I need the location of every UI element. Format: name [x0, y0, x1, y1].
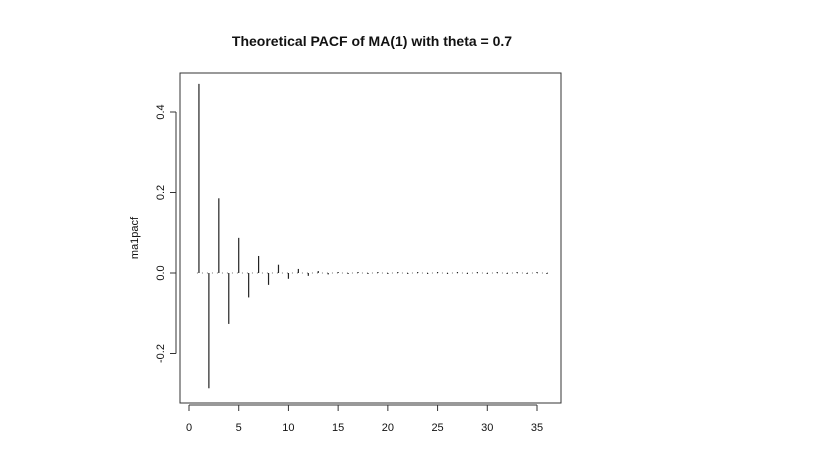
x-tick-label-15: 15 — [332, 422, 344, 434]
x-tick-label-25: 25 — [431, 422, 443, 434]
x-tick-label-20: 20 — [382, 422, 394, 434]
y-axis-label: ma1pacf — [129, 216, 141, 259]
chart-title: Theoretical PACF of MA(1) with theta = 0… — [232, 33, 512, 49]
y-tick-label-3: 0.4 — [155, 104, 167, 119]
x-tick-label-5: 5 — [236, 422, 242, 434]
y-tick-label-2: 0.2 — [155, 185, 167, 200]
x-tick-label-35: 35 — [531, 422, 543, 434]
y-tick-label-0: -0.2 — [155, 344, 167, 363]
y-axis: -0.2 0.0 0.2 0.4 — [155, 104, 177, 363]
x-axis: 0 5 10 15 20 25 30 35 — [186, 404, 543, 434]
x-tick-label-30: 30 — [481, 422, 493, 434]
x-tick-label-10: 10 — [282, 422, 294, 434]
y-tick-label-1: 0.0 — [155, 265, 167, 280]
pacf-bars — [198, 83, 548, 389]
x-tick-label-0: 0 — [186, 422, 192, 434]
plot-frame — [179, 72, 562, 404]
